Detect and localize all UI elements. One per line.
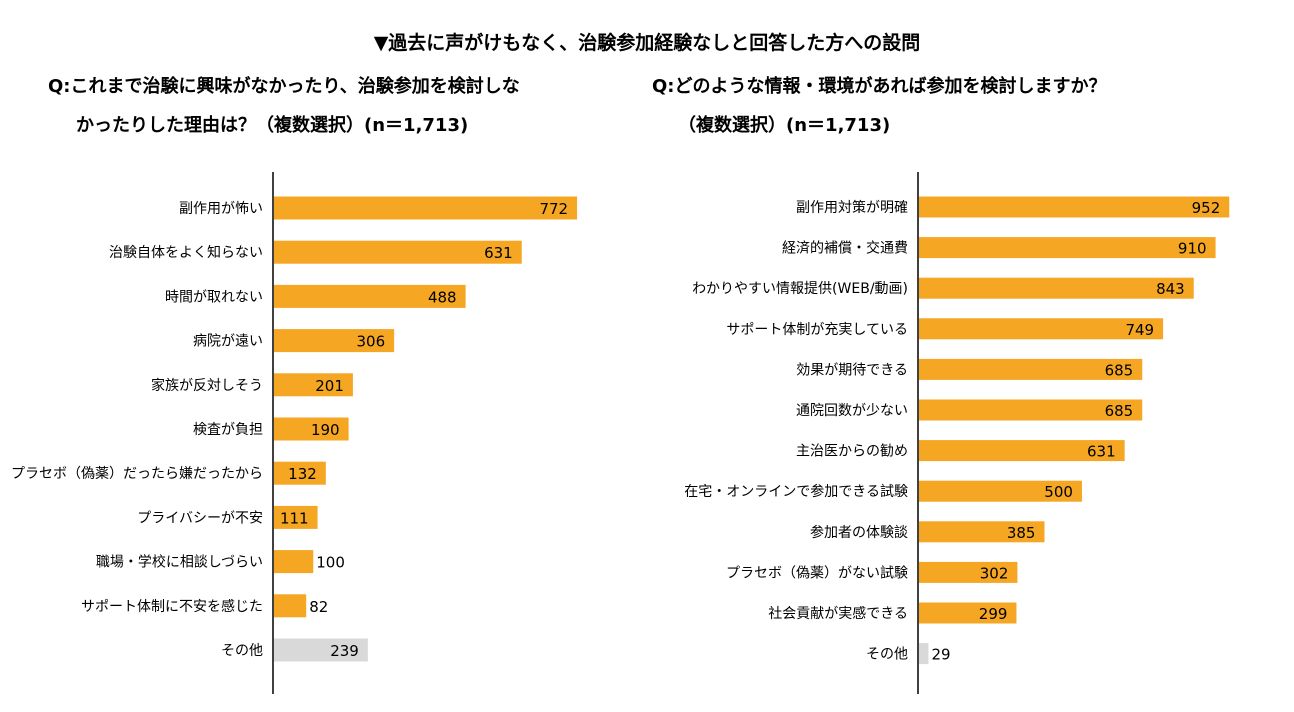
- category-label: その他: [866, 647, 908, 663]
- value-label: 132: [288, 465, 317, 483]
- value-label: 631: [1087, 443, 1116, 461]
- category-label: 在宅・オンラインで参加できる試験: [684, 483, 908, 500]
- value-label: 190: [311, 421, 340, 439]
- category-label: サポート体制が充実している: [726, 322, 908, 338]
- left-bar-chart: 副作用が怖い 772 治験自体をよく知らない 631 時間が取れない 488 病院が遠い 30…: [11, 172, 578, 694]
- category-label: プライバシーが不安: [137, 510, 263, 526]
- bar: [274, 594, 307, 618]
- bar: [919, 277, 1194, 299]
- value-label: 29: [931, 646, 950, 664]
- category-label: 時間が取れない: [165, 289, 263, 305]
- category-label: わかりやすい情報提供(WEB/動画): [692, 281, 908, 297]
- bar: [274, 329, 395, 353]
- bar: [919, 440, 1125, 462]
- bar: [919, 521, 1045, 543]
- category-label: 副作用対策が明確: [796, 199, 908, 216]
- category-label: 職場・学校に相談しづらい: [96, 554, 263, 571]
- right-bar-chart: 副作用対策が明確 952 経済的補償・交通費 910 わかりやすい情報提供(WEB/動画…: [684, 172, 1230, 694]
- value-label: 239: [330, 642, 359, 660]
- category-label: 経済的補償・交通費: [782, 240, 908, 257]
- right-question-line2: （複数選択）(n＝1,713): [678, 115, 891, 136]
- bar: [919, 602, 1017, 624]
- value-label: 685: [1105, 361, 1134, 379]
- value-label: 631: [484, 244, 513, 262]
- category-label: 参加者の体験談: [810, 524, 908, 541]
- category-label: 主治医からの勧め: [796, 443, 908, 460]
- bar: [919, 480, 1082, 502]
- value-label: 952: [1192, 199, 1221, 217]
- value-label: 299: [979, 605, 1008, 623]
- value-label: 500: [1044, 483, 1073, 501]
- bar: [274, 638, 368, 662]
- value-label: 772: [539, 200, 568, 218]
- value-label: 749: [1125, 321, 1154, 339]
- bar: [919, 318, 1164, 340]
- category-label: その他: [221, 643, 263, 659]
- bar: [274, 196, 578, 220]
- category-label: 検査が負担: [193, 422, 263, 438]
- bar: [919, 643, 929, 665]
- left-question-line2: かったりした理由は？（複数選択）(n＝1,713): [76, 115, 469, 136]
- value-label: 100: [316, 554, 345, 572]
- value-label: 385: [1007, 524, 1036, 542]
- category-label: プラセボ（偽薬）がない試験: [726, 565, 908, 581]
- category-label: 病院が遠い: [193, 334, 263, 350]
- value-label: 488: [428, 288, 457, 306]
- right-question-line1: Q:どのような情報・環境があれば参加を検討しますか？: [652, 76, 1107, 97]
- value-label: 306: [356, 333, 385, 351]
- bar: [919, 561, 1018, 583]
- value-label: 82: [309, 598, 328, 616]
- page-title: ▼過去に声がけもなく、治験参加経験なしと回答した方への設問: [373, 32, 921, 54]
- left-question-line1: Q:これまで治験に興味がなかったり、治験参加を検討しな: [48, 76, 520, 97]
- bar: [919, 237, 1216, 259]
- value-label: 910: [1178, 240, 1207, 258]
- bar: [919, 399, 1143, 421]
- bar: [274, 373, 353, 397]
- bar: [274, 417, 349, 441]
- category-label: プラセボ（偽薬）だったら嫌だったから: [11, 466, 263, 482]
- category-label: 効果が期待できる: [796, 362, 908, 378]
- value-label: 111: [280, 509, 309, 527]
- value-label: 201: [315, 377, 344, 395]
- value-label: 302: [980, 564, 1009, 582]
- bar: [274, 284, 466, 308]
- value-label: 843: [1156, 280, 1185, 298]
- category-label: 家族が反対しそう: [151, 377, 263, 394]
- category-label: 通院回数が少ない: [796, 403, 908, 419]
- category-label: 社会貢献が実感できる: [768, 605, 908, 622]
- bar: [274, 461, 326, 485]
- category-label: 治験自体をよく知らない: [109, 244, 263, 261]
- bar: [919, 196, 1230, 218]
- category-label: 副作用が怖い: [179, 200, 263, 217]
- category-label: サポート体制に不安を感じた: [81, 598, 263, 615]
- bar: [274, 505, 318, 529]
- value-label: 685: [1105, 402, 1134, 420]
- bar: [274, 550, 314, 574]
- bar: [919, 358, 1143, 380]
- bar: [274, 240, 522, 264]
